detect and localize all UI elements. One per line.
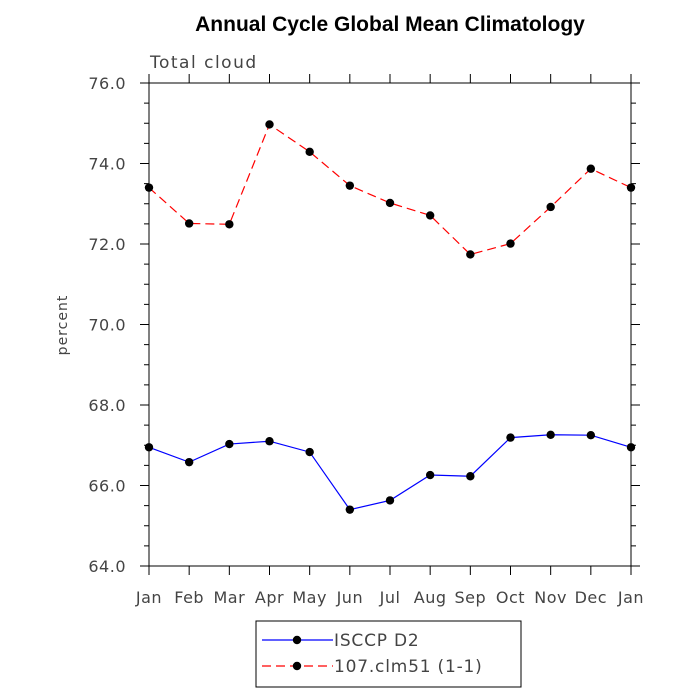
x-tick-label: Apr — [255, 588, 284, 607]
series-point — [184, 457, 194, 467]
series-point — [345, 505, 355, 514]
series-point — [385, 198, 395, 208]
legend-marker — [292, 661, 302, 671]
x-tick-labels: Jan Feb Mar Apr May Jun Jul Aug Sep Oct Nov Dec Jan — [135, 588, 644, 607]
series-point — [225, 439, 234, 449]
x-tick-label: Mar — [213, 588, 245, 607]
series-point — [425, 211, 435, 220]
x-tick-label: Sep — [455, 588, 487, 607]
series-point — [385, 496, 395, 505]
series-line-1 — [148, 123, 632, 256]
legend-label-0: ISCCP D2 — [334, 631, 420, 651]
x-tick-label: Jan — [617, 588, 644, 607]
y-tick-label: 68.0 — [88, 396, 126, 415]
x-tick-label: Nov — [534, 588, 567, 607]
legend-box — [255, 620, 522, 688]
axis-ticks — [140, 74, 640, 575]
y-axis-label: percent — [55, 295, 71, 356]
series-point — [466, 250, 475, 259]
y-tick-label: 70.0 — [88, 316, 126, 335]
series-point — [225, 220, 234, 229]
chart-subtitle: Total cloud — [149, 53, 258, 73]
x-tick-label: May — [292, 588, 327, 607]
y-tick-label: 66.0 — [88, 477, 126, 496]
series-point — [506, 239, 515, 248]
plot-frame — [148, 82, 632, 567]
series-point — [425, 470, 435, 480]
chart-title: Annual Cycle Global Mean Climatology — [195, 13, 585, 36]
x-tick-label: Jul — [379, 588, 401, 607]
series-point — [265, 437, 274, 446]
series-group — [144, 120, 636, 514]
x-tick-label: Feb — [174, 588, 204, 607]
series-point — [546, 430, 555, 439]
series-point — [345, 181, 355, 190]
x-tick-label: Dec — [575, 588, 607, 607]
x-tick-label: Aug — [414, 588, 447, 607]
series-point — [305, 147, 314, 157]
series-point — [506, 433, 515, 442]
y-tick-label: 76.0 — [88, 74, 126, 93]
series-point — [466, 472, 475, 481]
series-point — [546, 202, 555, 212]
x-tick-label: Oct — [496, 588, 525, 607]
y-tick-label: 74.0 — [88, 155, 126, 174]
series-point — [586, 164, 596, 173]
legend-marker — [292, 635, 302, 645]
series-point — [586, 430, 596, 440]
legend-label-1: 107.clm51 (1-1) — [334, 657, 483, 677]
x-tick-label: Jan — [135, 588, 162, 607]
y-tick-labels: 64.0 66.0 68.0 70.0 72.0 74.0 76.0 — [88, 74, 126, 576]
legend: ISCCP D2 107.clm51 (1-1) — [255, 620, 522, 688]
series-point — [265, 120, 274, 129]
x-tick-label: Jun — [336, 588, 364, 607]
y-tick-label: 72.0 — [88, 235, 126, 254]
y-tick-label: 64.0 — [88, 557, 126, 576]
series-point — [184, 219, 194, 228]
series-point — [305, 447, 314, 457]
